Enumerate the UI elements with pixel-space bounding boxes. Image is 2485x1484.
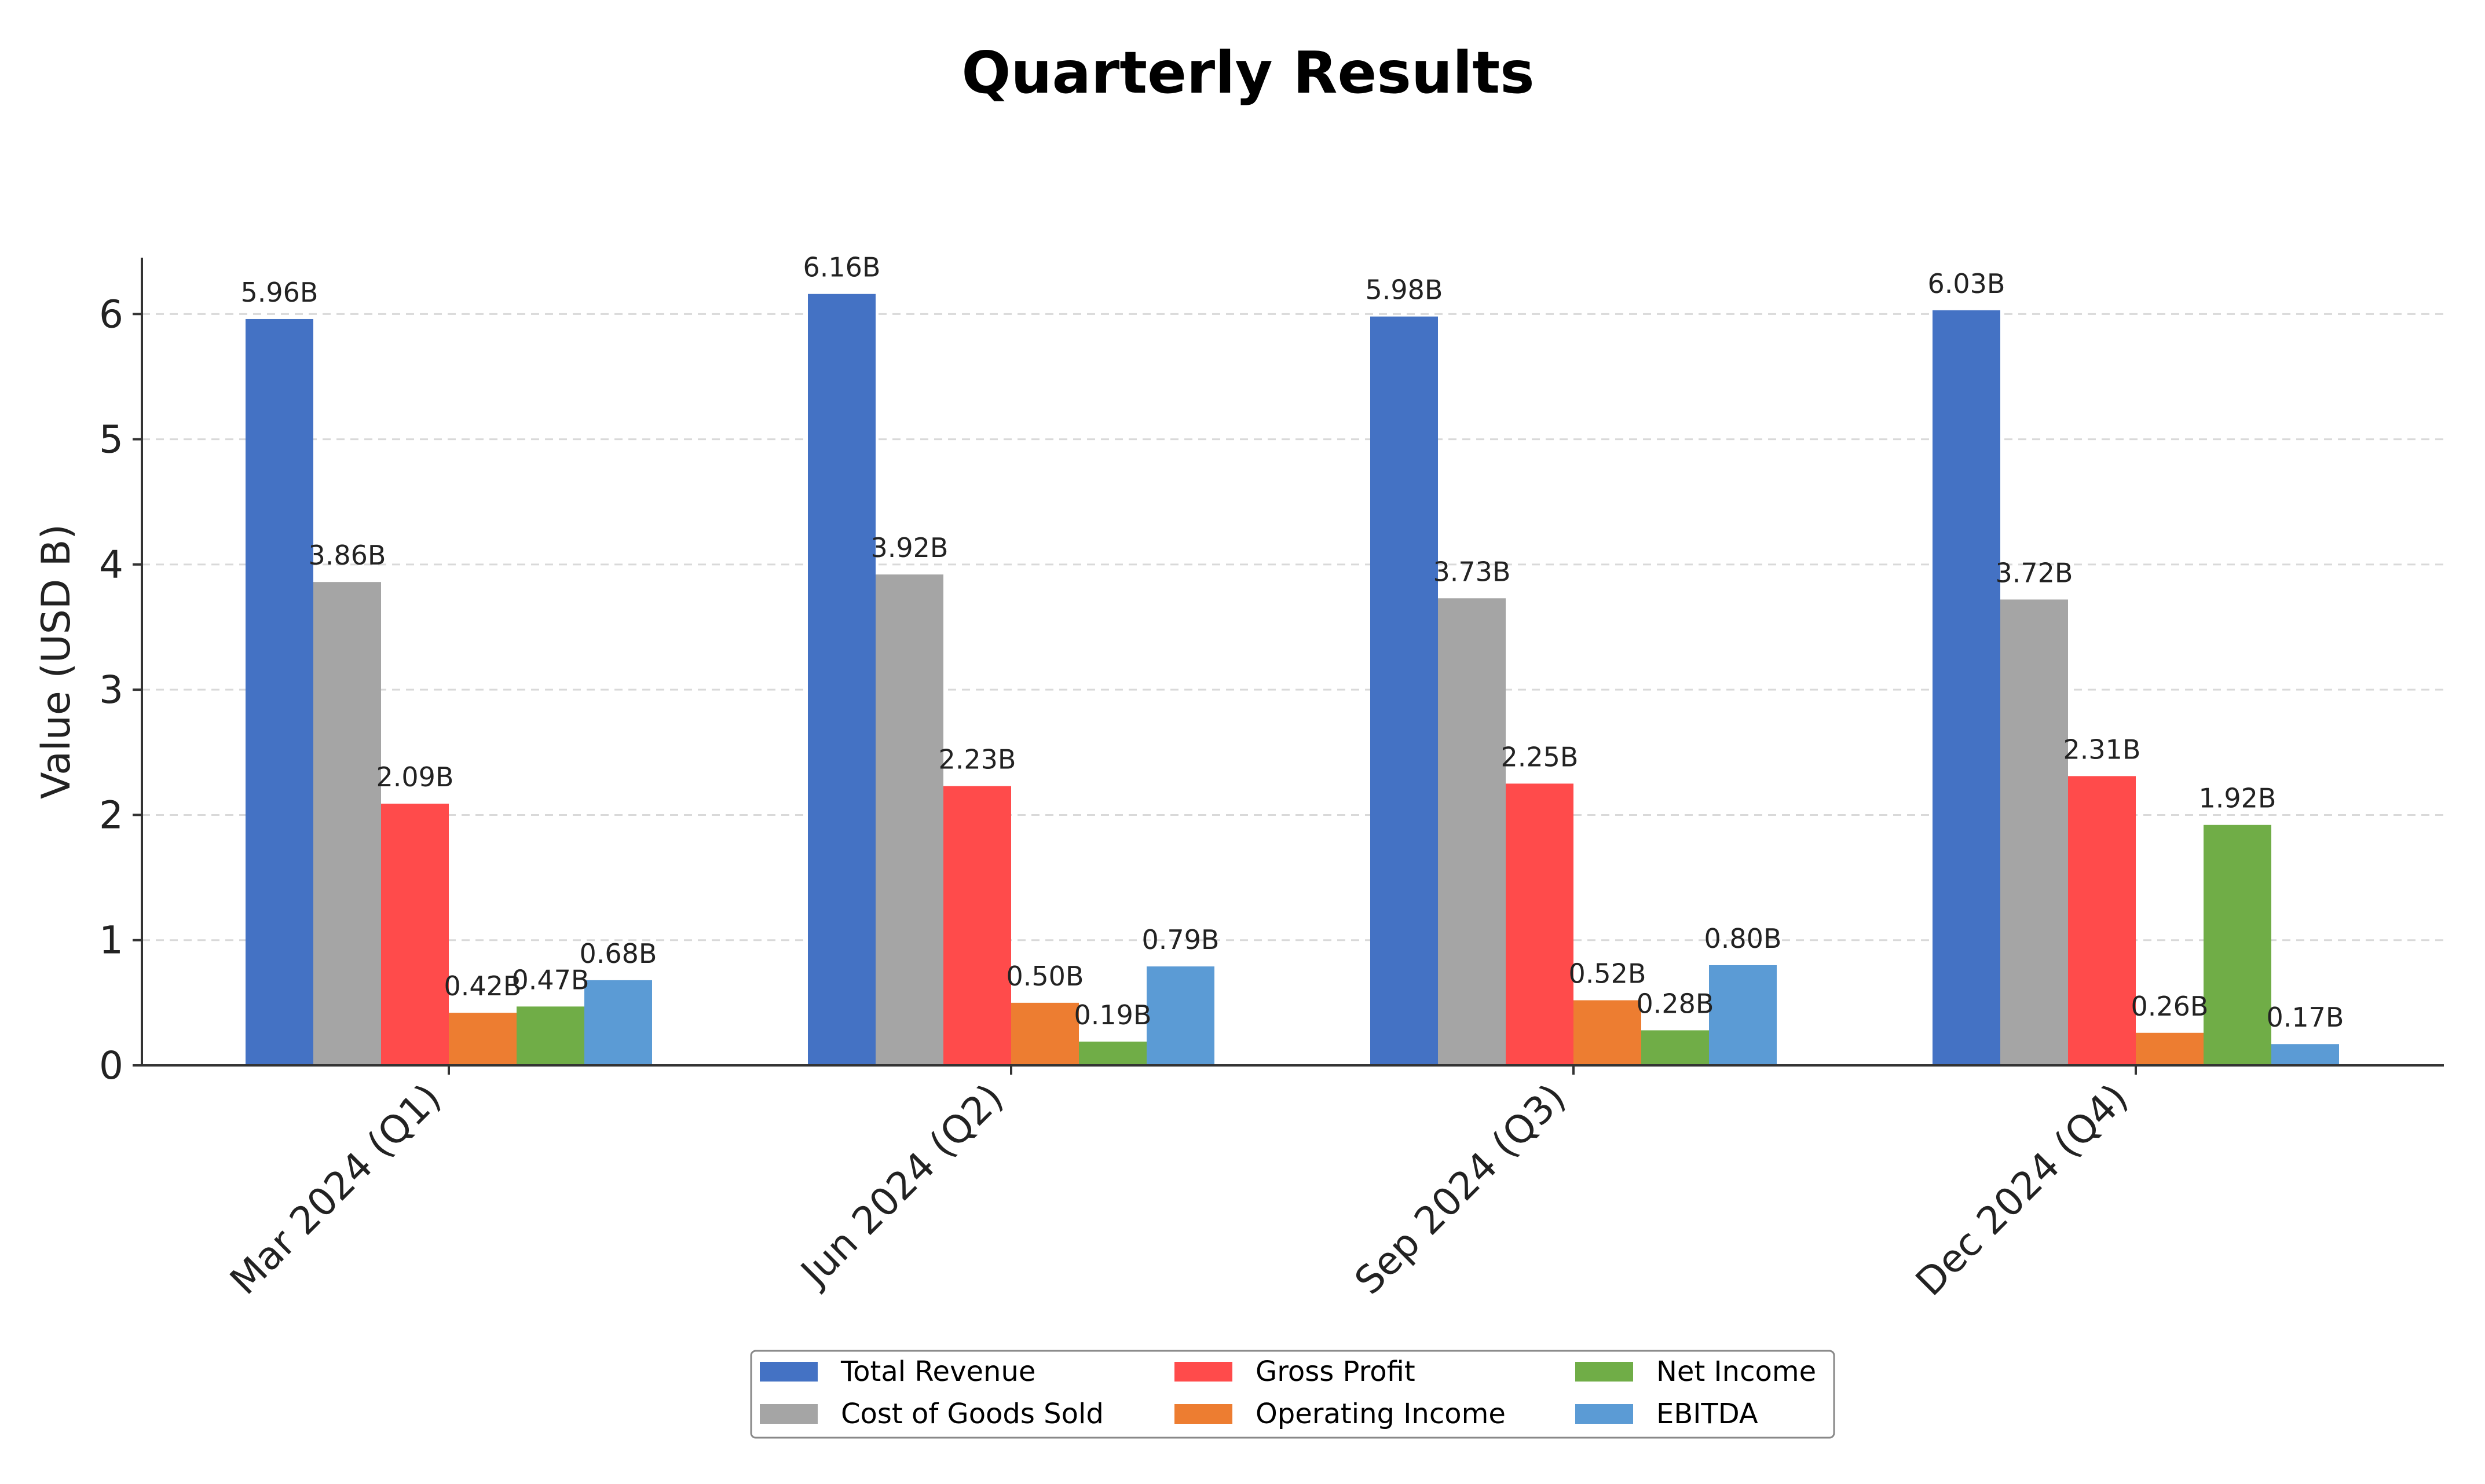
bar [2136,1032,2204,1065]
bar [1709,965,1777,1065]
data-label: 2.25B [1501,741,1579,772]
bar [449,1013,517,1065]
x-tick-label: Dec 2024 (Q4) [1907,1075,2136,1305]
bar [1370,316,1438,1066]
bar [517,1006,584,1065]
x-tick-label: Jun 2024 (Q2) [791,1075,1012,1296]
legend-label: Net Income [1656,1355,1816,1388]
bar [2000,599,2068,1065]
y-axis-label: Value (USD B) [34,524,79,799]
y-tick-label: 0 [99,1043,123,1088]
y-tick-label: 5 [99,417,123,462]
legend-label: Gross Profit [1256,1355,1415,1388]
data-label: 0.17B [2267,1002,2344,1033]
bar [584,980,652,1065]
data-label: 0.28B [1637,988,1714,1019]
data-label: 2.09B [376,761,454,793]
legend-label: EBITDA [1656,1398,1758,1430]
bar [876,574,943,1065]
data-label: 2.23B [939,744,1016,775]
data-label: 6.03B [1928,268,2005,299]
bar [1011,1002,1079,1065]
y-tick-label: 2 [99,793,123,837]
legend-swatch [1174,1404,1232,1424]
bar [2204,825,2271,1065]
bar [1438,598,1506,1065]
data-label: 3.73B [1433,556,1511,587]
data-label: 0.80B [1704,923,1782,954]
data-label: 3.86B [309,540,386,571]
legend-label: Cost of Goods Sold [841,1398,1104,1430]
x-tick-label: Sep 2024 (Q3) [1346,1075,1575,1303]
y-tick-label: 1 [99,918,123,963]
bar [1079,1041,1147,1065]
bar [2271,1044,2339,1065]
data-label: 0.19B [1074,999,1152,1031]
data-label: 5.98B [1366,274,1443,306]
legend-label: Total Revenue [840,1355,1035,1388]
legend-swatch [1575,1404,1633,1424]
data-label: 2.31B [2063,734,2141,765]
bar [381,803,449,1065]
data-label: 5.96B [241,277,319,308]
legend-swatch [760,1362,818,1382]
data-label: 0.26B [2131,991,2209,1022]
y-tick-label: 3 [99,668,123,712]
data-label: 0.52B [1569,958,1646,990]
legend-swatch [1575,1362,1633,1382]
chart-title: Quarterly Results [961,39,1534,107]
bar [943,786,1011,1065]
y-tick-label: 4 [99,543,123,587]
bar [1933,310,2000,1066]
bar [2068,776,2136,1065]
legend: Total Revenue Cost of Goods Sold Gross Pro… [750,1350,1835,1439]
y-tick-label: 6 [99,292,123,336]
bar [313,582,381,1065]
data-label: 3.72B [1996,557,2073,588]
data-label: 0.47B [512,964,590,995]
bar [1641,1030,1709,1065]
data-label: 3.92B [871,532,949,563]
bars [246,294,2339,1066]
legend-swatch [1174,1362,1232,1382]
bar [1506,783,1573,1065]
data-label: 0.42B [444,970,522,1002]
bar [1147,966,1214,1065]
legend-box [750,1350,1835,1439]
data-label: 0.79B [1142,924,1220,955]
x-tick-label: Mar 2024 (Q1) [222,1075,450,1303]
data-label: 1.92B [2199,783,2277,814]
data-label: 6.16B [803,252,881,283]
legend-label: Operating Income [1256,1398,1506,1430]
data-label: 0.68B [580,938,657,969]
data-label: 0.50B [1007,961,1084,992]
bar [246,318,313,1065]
legend-swatch [760,1404,818,1424]
bar [808,294,876,1065]
bar [1573,1000,1641,1065]
